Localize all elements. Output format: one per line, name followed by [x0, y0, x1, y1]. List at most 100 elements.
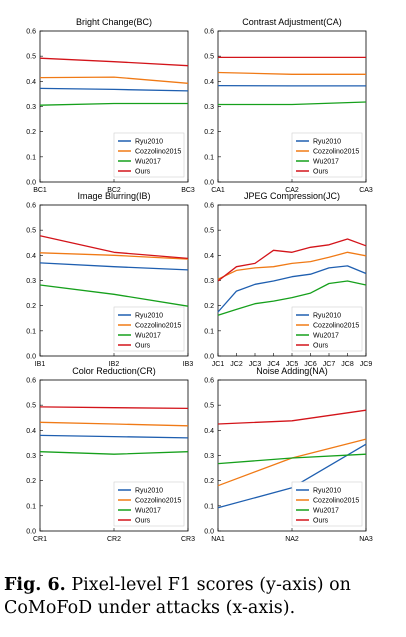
legend-label: Ours	[313, 169, 329, 176]
y-tick-label: 0.2	[204, 129, 214, 136]
chart-panel: Noise Adding(NA) 0.0 0.1 0.2 0.3 0.4 0.5 0.6 NA1…	[204, 366, 373, 543]
series-line-ryu2010	[39, 87, 189, 92]
y-tick-label: 0.6	[204, 29, 214, 36]
legend-label: Ours	[313, 518, 329, 525]
x-tick-label: JC2	[230, 361, 243, 368]
series-line-wu2017	[218, 101, 367, 106]
x-tick-label: CR1	[33, 536, 47, 543]
y-tick-label: 0.1	[26, 503, 36, 510]
legend-label: Ryu2010	[313, 488, 341, 495]
y-tick-label: 0.0	[204, 529, 214, 536]
x-tick-label: JC3	[249, 361, 262, 368]
y-tick-label: 0.5	[204, 228, 214, 235]
y-tick-label: 0.1	[26, 328, 36, 335]
x-tick-label: JC5	[286, 361, 299, 368]
y-tick-label: 0.0	[204, 180, 214, 187]
x-tick-label: NA1	[211, 536, 225, 543]
x-tick-label: JC4	[267, 361, 280, 368]
x-tick-label: JC8	[341, 361, 354, 368]
y-tick-label: 0.2	[26, 303, 36, 310]
series-line-ryu2010	[39, 434, 189, 439]
y-tick-label: 0.2	[204, 478, 214, 485]
legend-label: Ryu2010	[135, 488, 163, 495]
x-tick-label: IB3	[183, 361, 194, 368]
series-line-cozzolino2015	[217, 71, 366, 75]
y-tick-label: 0.2	[26, 478, 36, 485]
x-tick-label: CR2	[107, 536, 121, 543]
y-tick-label: 0.4	[204, 79, 214, 86]
series-line-ours	[39, 57, 189, 67]
legend-label: Ryu2010	[135, 139, 163, 146]
series-line-ours	[217, 238, 367, 282]
legend-label: Cozzolino2015	[135, 323, 181, 330]
legend-label: Wu2017	[313, 508, 339, 515]
series-line-wu2017	[39, 284, 189, 307]
x-tick-label: JC1	[212, 361, 225, 368]
x-tick-label: BC1	[33, 187, 47, 194]
series-line-cozzolino2015	[39, 76, 189, 84]
caption-text: Pixel-level F1 scores (y-axis) on CoMoFo…	[4, 575, 351, 618]
y-tick-label: 0.4	[26, 253, 36, 260]
legend-label: Cozzolino2015	[313, 323, 359, 330]
legend-label: Wu2017	[313, 159, 339, 166]
y-tick-label: 0.3	[26, 453, 36, 460]
y-tick-label: 0.1	[26, 154, 36, 161]
x-tick-label: JC6	[304, 361, 317, 368]
y-tick-label: 0.6	[204, 378, 214, 385]
series-line-ours	[217, 409, 367, 425]
chart-panel: Contrast Adjustment(CA) 0.0 0.1 0.2 0.3 0.4 0.…	[204, 17, 373, 194]
y-tick-label: 0.0	[204, 354, 214, 361]
y-tick-label: 0.4	[204, 428, 214, 435]
x-tick-label: NA2	[285, 536, 299, 543]
series-line-wu2017	[39, 451, 189, 455]
chart-title: Color Reduction(CR)	[72, 366, 156, 376]
y-tick-label: 0.0	[26, 354, 36, 361]
y-tick-label: 0.2	[26, 129, 36, 136]
series-line-ryu2010	[217, 265, 367, 313]
x-tick-label: NA3	[359, 536, 373, 543]
chart-panel: Image Blurring(IB) 0.0 0.1 0.2 0.3 0.4 0.5 0.6 I…	[26, 191, 193, 368]
legend-label: Ours	[135, 343, 151, 350]
y-tick-label: 0.6	[204, 203, 214, 210]
x-tick-label: IB1	[35, 361, 46, 368]
y-tick-label: 0.0	[26, 180, 36, 187]
y-tick-label: 0.1	[204, 503, 214, 510]
y-tick-label: 0.5	[26, 228, 36, 235]
x-tick-label: BC3	[181, 187, 195, 194]
figure-charts: Bright Change(BC) 0.0 0.1 0.2 0.3 0.4 0.5 0.6 BC…	[26, 17, 373, 543]
chart-title: Noise Adding(NA)	[256, 366, 328, 376]
y-tick-label: 0.5	[26, 54, 36, 61]
series-line-cozzolino2015	[39, 421, 189, 427]
x-tick-label: CA3	[359, 187, 373, 194]
y-tick-label: 0.5	[26, 403, 36, 410]
series-line-ours	[39, 235, 189, 260]
series-line-cozzolino2015	[39, 252, 189, 260]
figure-caption: Fig. 6. Pixel-level F1 scores (y-axis) o…	[4, 574, 404, 620]
chart-panel: Color Reduction(CR) 0.0 0.1 0.2 0.3 0.4 0.5 0.6…	[26, 366, 195, 543]
legend-label: Wu2017	[135, 508, 161, 515]
y-tick-label: 0.6	[26, 203, 36, 210]
x-tick-label: IB2	[109, 361, 120, 368]
legend-label: Ours	[135, 169, 151, 176]
y-tick-label: 0.3	[26, 278, 36, 285]
legend-label: Wu2017	[135, 159, 161, 166]
legend-label: Ryu2010	[313, 139, 341, 146]
legend-label: Ours	[313, 343, 329, 350]
x-tick-label: JC9	[360, 361, 373, 368]
y-tick-label: 0.5	[204, 403, 214, 410]
legend-label: Ours	[135, 518, 151, 525]
y-tick-label: 0.1	[204, 154, 214, 161]
chart-panel: JPEG Compression(JC) 0.0 0.1 0.2 0.3 0.4 0.5 0.…	[204, 191, 372, 368]
legend-label: Ryu2010	[135, 313, 163, 320]
chart-title: JPEG Compression(JC)	[244, 191, 340, 201]
y-tick-label: 0.1	[204, 328, 214, 335]
caption-label: Fig. 6.	[4, 575, 66, 595]
x-tick-label: JC7	[323, 361, 336, 368]
y-tick-label: 0.3	[204, 278, 214, 285]
y-tick-label: 0.3	[204, 104, 214, 111]
legend-label: Cozzolino2015	[313, 498, 359, 505]
legend-label: Cozzolino2015	[135, 149, 181, 156]
y-tick-label: 0.3	[204, 453, 214, 460]
legend-label: Cozzolino2015	[313, 149, 359, 156]
chart-title: Contrast Adjustment(CA)	[242, 17, 342, 27]
